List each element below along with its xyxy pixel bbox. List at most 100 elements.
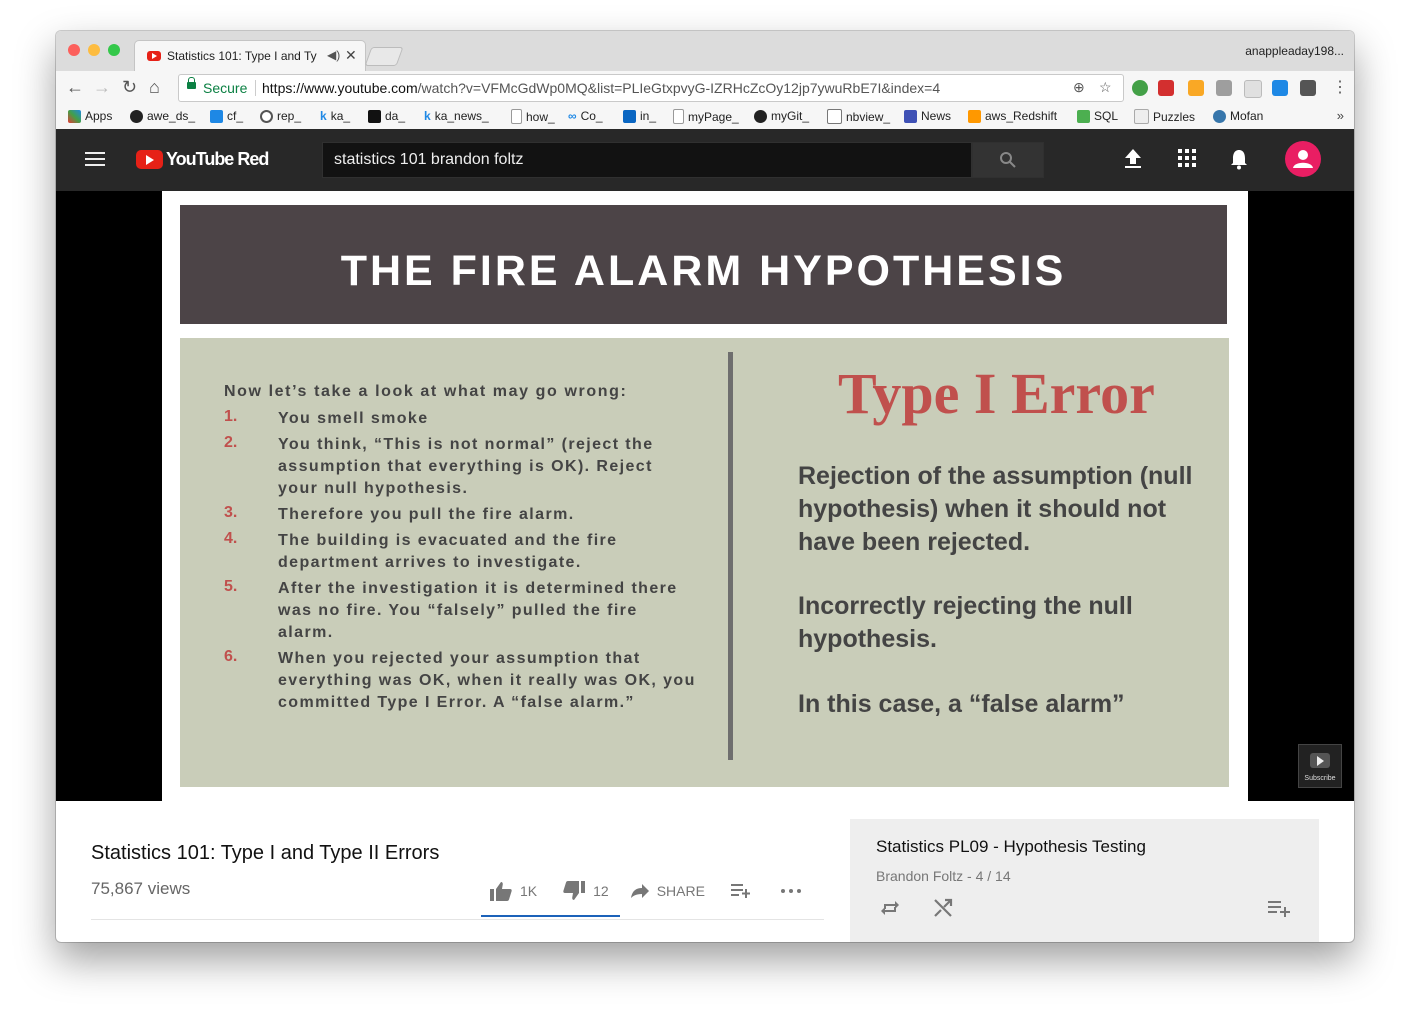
search-query: statistics 101 brandon foltz <box>334 151 524 168</box>
linkedin-icon <box>623 109 636 123</box>
nbviewer-icon <box>827 109 842 124</box>
page-icon <box>673 109 684 124</box>
bookmark-item[interactable]: ∞ Co_ <box>568 109 603 123</box>
bookmark-item[interactable]: how_ <box>511 109 555 124</box>
browser-menu-icon[interactable]: ⋮ <box>1332 79 1348 96</box>
page-icon <box>511 109 522 124</box>
more-actions-button[interactable] <box>780 889 801 893</box>
bookmark-item[interactable]: aws_Redshift <box>968 109 1057 123</box>
extension-icon[interactable] <box>1132 80 1148 96</box>
browser-window: Statistics 101: Type I and Ty ◀) ✕ anapp… <box>56 31 1354 942</box>
youtube-favicon-icon <box>147 51 161 61</box>
close-tab-icon[interactable]: ✕ <box>345 47 357 63</box>
bookmark-item[interactable]: k ka_news_ <box>424 109 489 123</box>
minimize-window-button[interactable] <box>88 44 100 56</box>
slide-panel: Now let’s take a look at what may go wro… <box>180 338 1229 787</box>
bookmark-item[interactable]: News <box>904 109 951 123</box>
share-button[interactable]: SHARE <box>630 883 705 899</box>
apps-grid-icon[interactable] <box>1178 149 1196 167</box>
slide-intro: Now let’s take a look at what may go wro… <box>224 383 628 400</box>
speaker-icon[interactable]: ◀) <box>327 48 341 62</box>
account-avatar[interactable] <box>1285 141 1321 177</box>
subscribe-watermark[interactable]: Subscribe <box>1298 744 1342 788</box>
sql-icon <box>1077 109 1090 123</box>
bookmarks-overflow-icon[interactable]: » <box>1336 108 1344 123</box>
share-arrow-icon <box>630 884 649 898</box>
extension-icon[interactable] <box>1244 80 1262 98</box>
play-icon <box>1310 753 1330 768</box>
bookmark-item[interactable]: Puzzles <box>1134 109 1195 124</box>
bookmark-item[interactable]: Apps <box>68 109 112 123</box>
extension-icon[interactable] <box>1300 80 1316 96</box>
browser-tab[interactable]: Statistics 101: Type I and Ty ◀) ✕ <box>134 40 366 72</box>
search-button[interactable] <box>972 142 1044 178</box>
bookmark-item[interactable]: nbview_ <box>827 109 890 124</box>
shuffle-icon[interactable] <box>933 898 953 918</box>
bookmark-item[interactable]: in_ <box>623 109 656 123</box>
bookmark-item[interactable]: Mofan <box>1213 109 1263 123</box>
add-to-playlist-button[interactable] <box>730 884 751 898</box>
forward-icon[interactable]: → <box>93 77 111 97</box>
github-icon <box>130 109 143 123</box>
bookmark-item[interactable]: rep_ <box>260 109 301 123</box>
bookmark-favicon-icon <box>260 109 273 123</box>
extension-icon[interactable] <box>1158 80 1174 96</box>
video-actions: 1K 12 SHARE <box>490 881 801 901</box>
video-player[interactable]: THE FIRE ALARM HYPOTHESIS Now let’s take… <box>56 191 1354 801</box>
github-icon <box>754 109 767 123</box>
bookmark-item[interactable]: SQL <box>1077 109 1118 123</box>
bookmarks-bar: Apps awe_ds_ cf_ rep_ k ka_ da_ k ka_news_… <box>56 105 1354 130</box>
bookmark-item[interactable]: myGit_ <box>754 109 809 123</box>
bookmark-star-icon[interactable]: ☆ <box>1099 79 1112 95</box>
youtube-logo-icon[interactable] <box>136 150 163 169</box>
url-text[interactable]: https://www.youtube.com/watch?v=VFMcGdWp… <box>262 80 941 96</box>
extension-icon[interactable] <box>1216 80 1232 96</box>
lock-icon <box>187 77 196 89</box>
maximize-window-button[interactable] <box>108 44 120 56</box>
k-icon: k <box>320 109 327 123</box>
upload-icon[interactable] <box>1124 149 1142 169</box>
playlist-panel: Statistics PL09 - Hypothesis Testing Bra… <box>850 819 1319 942</box>
address-bar[interactable]: Secure https://www.youtube.com/watch?v=V… <box>178 74 1124 102</box>
playlist-subtitle[interactable]: Brandon Foltz - 4 / 14 <box>876 868 1011 884</box>
youtube-brand[interactable]: YouTube Red <box>166 149 269 169</box>
new-tab-button[interactable] <box>364 47 404 66</box>
bookmark-item[interactable]: k ka_ <box>320 109 351 123</box>
like-bar <box>481 915 620 917</box>
error-restated: Incorrectly rejecting the null hypothesi… <box>798 592 1133 653</box>
apps-icon <box>68 109 81 123</box>
notifications-bell-icon[interactable] <box>1230 149 1248 170</box>
more-dots-icon <box>780 889 801 893</box>
divider <box>91 919 824 920</box>
like-button[interactable]: 1K <box>490 881 537 901</box>
bookmark-item[interactable]: awe_ds_ <box>130 109 195 123</box>
bookmark-favicon-icon <box>210 109 223 123</box>
zoom-icon[interactable]: ⊕ <box>1073 79 1085 95</box>
extension-icon[interactable] <box>1188 80 1204 96</box>
dislike-button[interactable]: 12 <box>563 881 609 901</box>
playlist-title[interactable]: Statistics PL09 - Hypothesis Testing <box>876 837 1146 856</box>
home-icon[interactable]: ⌂ <box>149 77 160 97</box>
bookmark-item[interactable]: da_ <box>368 109 405 123</box>
close-window-button[interactable] <box>68 44 80 56</box>
aws-icon <box>968 109 981 123</box>
save-playlist-icon[interactable] <box>1268 901 1290 917</box>
hamburger-menu-icon[interactable] <box>85 152 105 170</box>
slide-divider <box>728 352 733 760</box>
search-input[interactable]: statistics 101 brandon foltz <box>322 142 972 178</box>
back-icon[interactable]: ← <box>66 77 84 97</box>
video-title: Statistics 101: Type I and Type II Error… <box>91 842 440 864</box>
window-controls <box>68 44 120 56</box>
tab-bar: Statistics 101: Type I and Ty ◀) ✕ anapp… <box>56 31 1354 72</box>
bookmark-item[interactable]: myPage_ <box>673 109 739 124</box>
error-title: Type I Error <box>838 361 1155 426</box>
bookmark-favicon-icon <box>368 109 381 123</box>
slide-frame: THE FIRE ALARM HYPOTHESIS Now let’s take… <box>162 191 1248 801</box>
slide-banner: THE FIRE ALARM HYPOTHESIS <box>180 205 1227 324</box>
bookmark-item[interactable]: cf_ <box>210 109 243 123</box>
link-icon: ∞ <box>568 109 577 123</box>
profile-name[interactable]: anappleaday198... <box>1245 44 1344 58</box>
extension-icon[interactable] <box>1272 80 1288 96</box>
reload-icon[interactable]: ↻ <box>122 77 138 97</box>
loop-icon[interactable] <box>880 898 900 918</box>
